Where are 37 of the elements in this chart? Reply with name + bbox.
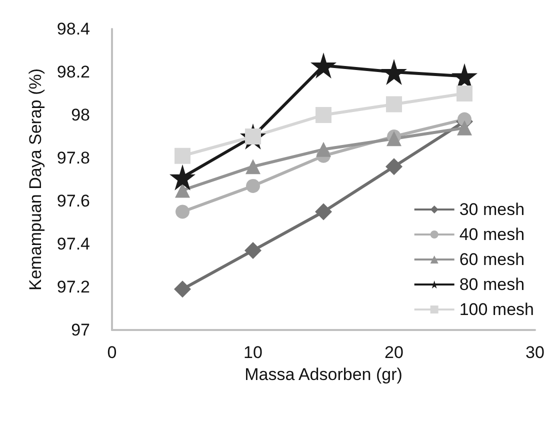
legend-label: 40 mesh xyxy=(459,225,525,244)
point xyxy=(170,164,196,190)
point xyxy=(315,203,332,220)
x-tick-label: 0 xyxy=(107,343,117,362)
point xyxy=(316,107,332,123)
point xyxy=(310,52,336,79)
point xyxy=(246,178,260,193)
point xyxy=(386,96,402,112)
legend-label: 30 mesh xyxy=(459,200,525,219)
point xyxy=(176,204,190,219)
y-tick-label: 98 xyxy=(71,106,90,124)
point xyxy=(456,86,472,102)
y-axis-title: Kemampuan Daya Serap (%) xyxy=(26,68,45,291)
x-tick-label: 20 xyxy=(384,343,404,362)
point xyxy=(381,59,407,85)
y-tick-label: 97.6 xyxy=(56,192,90,210)
y-tick-label: 97.4 xyxy=(56,234,90,254)
y-tick-label: 98.2 xyxy=(56,62,90,82)
point xyxy=(386,131,402,146)
point xyxy=(316,142,331,157)
point xyxy=(174,148,190,164)
legend-label: 80 mesh xyxy=(459,275,525,294)
legend-label: 100 mesh xyxy=(459,300,534,319)
point xyxy=(246,159,260,174)
y-tick-label: 97.8 xyxy=(56,148,90,168)
x-tick-label: 10 xyxy=(244,343,262,362)
point xyxy=(174,280,191,298)
legend-label: 60 mesh xyxy=(459,250,525,269)
point xyxy=(386,158,402,176)
point xyxy=(175,182,190,198)
y-tick-label: 97 xyxy=(71,320,90,340)
y-tick-label: 97.2 xyxy=(56,278,90,296)
x-tick-label: 30 xyxy=(526,343,544,362)
y-tick-label: 98.4 xyxy=(56,20,90,38)
x-axis-title: Massa Adsorben (gr) xyxy=(244,365,402,384)
point xyxy=(244,242,262,259)
point xyxy=(457,120,472,136)
